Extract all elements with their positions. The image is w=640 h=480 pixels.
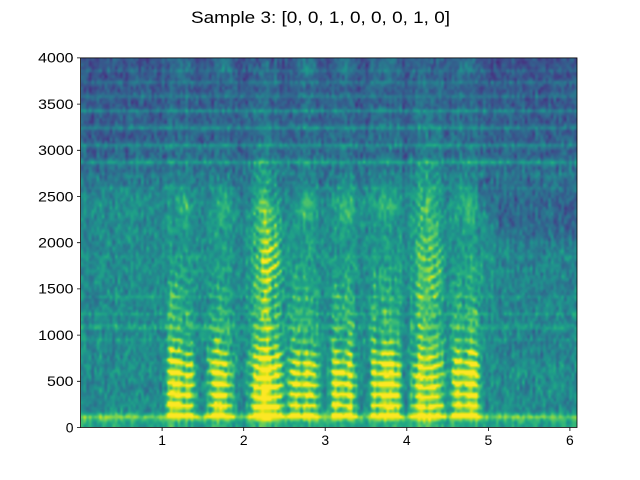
svg-text:2: 2 bbox=[240, 432, 248, 448]
svg-text:2000: 2000 bbox=[38, 235, 74, 251]
svg-text:0: 0 bbox=[66, 419, 74, 435]
svg-text:6: 6 bbox=[566, 432, 574, 448]
svg-text:1000: 1000 bbox=[38, 327, 74, 343]
svg-text:4: 4 bbox=[403, 432, 411, 448]
svg-text:1500: 1500 bbox=[38, 281, 74, 297]
svg-text:1: 1 bbox=[158, 432, 166, 448]
svg-text:3000: 3000 bbox=[38, 142, 74, 158]
svg-text:2500: 2500 bbox=[38, 188, 74, 204]
svg-text:4000: 4000 bbox=[38, 50, 74, 66]
svg-text:5: 5 bbox=[485, 432, 493, 448]
svg-text:3500: 3500 bbox=[38, 96, 74, 112]
svg-text:500: 500 bbox=[47, 373, 74, 389]
svg-text:Sample 3: [0, 0, 1, 0, 0, 0, 1: Sample 3: [0, 0, 1, 0, 0, 0, 1, 0] bbox=[191, 8, 450, 27]
svg-text:3: 3 bbox=[321, 432, 329, 448]
